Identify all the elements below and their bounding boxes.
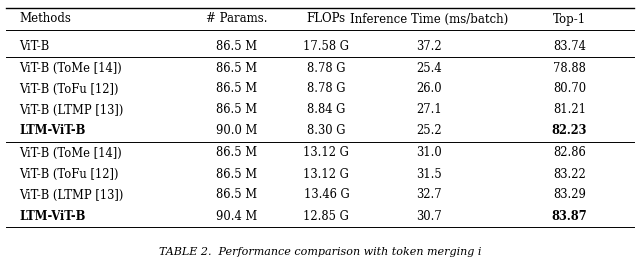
Text: 13.12 G: 13.12 G <box>303 167 349 181</box>
Text: 37.2: 37.2 <box>416 39 442 53</box>
Text: ViT-B (LTMP [13]): ViT-B (LTMP [13]) <box>19 104 124 116</box>
Text: 90.4 M: 90.4 M <box>216 209 257 223</box>
Text: ViT-B (ToFu [12]): ViT-B (ToFu [12]) <box>19 167 118 181</box>
Text: 13.12 G: 13.12 G <box>303 146 349 160</box>
Text: ViT-B (LTMP [13]): ViT-B (LTMP [13]) <box>19 188 124 202</box>
Text: Top-1: Top-1 <box>553 13 586 25</box>
Text: TABLE 2.  Performance comparison with token merging i: TABLE 2. Performance comparison with tok… <box>159 247 481 257</box>
Text: # Params.: # Params. <box>206 13 268 25</box>
Text: 83.29: 83.29 <box>553 188 586 202</box>
Text: 32.7: 32.7 <box>416 188 442 202</box>
Text: ViT-B (ToMe [14]): ViT-B (ToMe [14]) <box>19 62 122 74</box>
Text: 80.70: 80.70 <box>553 83 586 95</box>
Text: 83.74: 83.74 <box>553 39 586 53</box>
Text: 81.21: 81.21 <box>553 104 586 116</box>
Text: LTM-ViT-B: LTM-ViT-B <box>19 209 86 223</box>
Text: 83.22: 83.22 <box>553 167 586 181</box>
Text: 27.1: 27.1 <box>416 104 442 116</box>
Text: ViT-B (ToMe [14]): ViT-B (ToMe [14]) <box>19 146 122 160</box>
Text: LTM-ViT-B: LTM-ViT-B <box>19 125 86 137</box>
Text: 86.5 M: 86.5 M <box>216 62 257 74</box>
Text: 31.5: 31.5 <box>416 167 442 181</box>
Text: 25.2: 25.2 <box>416 125 442 137</box>
Text: 82.23: 82.23 <box>552 125 588 137</box>
Text: 83.87: 83.87 <box>552 209 588 223</box>
Text: ViT-B (ToFu [12]): ViT-B (ToFu [12]) <box>19 83 118 95</box>
Text: 86.5 M: 86.5 M <box>216 188 257 202</box>
Text: 12.85 G: 12.85 G <box>303 209 349 223</box>
Text: 8.78 G: 8.78 G <box>307 83 346 95</box>
Text: 86.5 M: 86.5 M <box>216 146 257 160</box>
Text: 82.86: 82.86 <box>553 146 586 160</box>
Text: 31.0: 31.0 <box>416 146 442 160</box>
Text: 86.5 M: 86.5 M <box>216 39 257 53</box>
Text: 90.0 M: 90.0 M <box>216 125 257 137</box>
Text: ViT-B: ViT-B <box>19 39 49 53</box>
Text: FLOPs: FLOPs <box>307 13 346 25</box>
Text: 30.7: 30.7 <box>416 209 442 223</box>
Text: 26.0: 26.0 <box>416 83 442 95</box>
Text: 17.58 G: 17.58 G <box>303 39 349 53</box>
Text: 8.84 G: 8.84 G <box>307 104 346 116</box>
Text: 86.5 M: 86.5 M <box>216 167 257 181</box>
Text: 78.88: 78.88 <box>553 62 586 74</box>
Text: 86.5 M: 86.5 M <box>216 83 257 95</box>
Text: 8.30 G: 8.30 G <box>307 125 346 137</box>
Text: Methods: Methods <box>19 13 71 25</box>
Text: 8.78 G: 8.78 G <box>307 62 346 74</box>
Text: 13.46 G: 13.46 G <box>303 188 349 202</box>
Text: 86.5 M: 86.5 M <box>216 104 257 116</box>
Text: 25.4: 25.4 <box>416 62 442 74</box>
Text: Inference Time (ms/batch): Inference Time (ms/batch) <box>349 13 508 25</box>
